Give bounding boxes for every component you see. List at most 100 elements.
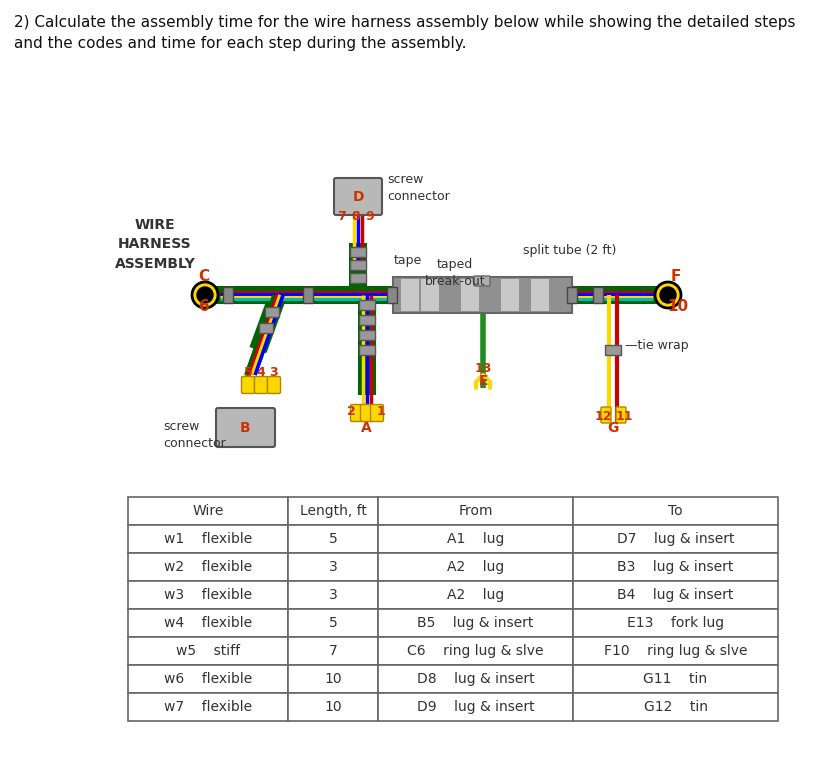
Text: w7    flexible: w7 flexible (164, 700, 252, 714)
Bar (288, 693, 378, 721)
Bar (573, 693, 778, 721)
FancyBboxPatch shape (255, 376, 268, 393)
Bar (128, 665, 288, 693)
Text: 5: 5 (329, 616, 337, 630)
Bar (378, 581, 573, 609)
Circle shape (197, 287, 213, 303)
Bar (387, 287, 397, 303)
FancyBboxPatch shape (216, 408, 275, 447)
Text: From: From (458, 504, 493, 518)
Bar (378, 693, 573, 721)
Bar (128, 497, 288, 525)
Text: Length, ft: Length, ft (300, 504, 366, 518)
Bar (501, 279, 519, 311)
Text: w5    stiff: w5 stiff (176, 644, 240, 658)
Bar (531, 279, 549, 311)
Text: C: C (199, 269, 210, 284)
Bar (573, 553, 778, 581)
Bar (573, 665, 778, 693)
Text: Wire: Wire (192, 504, 224, 518)
FancyBboxPatch shape (474, 276, 490, 286)
Bar (378, 525, 573, 553)
Bar (288, 665, 378, 693)
Text: screw
connector: screw connector (163, 420, 225, 450)
Bar (288, 525, 378, 553)
Text: 3: 3 (329, 560, 337, 574)
Bar (461, 279, 479, 311)
Bar (128, 693, 288, 721)
Text: 10: 10 (667, 299, 689, 314)
Bar (359, 330, 375, 340)
Bar (378, 637, 573, 665)
Text: B4    lug & insert: B4 lug & insert (617, 588, 734, 602)
FancyBboxPatch shape (616, 407, 626, 423)
Text: 7: 7 (329, 644, 337, 658)
Text: C6    ring lug & slve: C6 ring lug & slve (407, 644, 544, 658)
Bar (288, 581, 378, 609)
Text: D8    lug & insert: D8 lug & insert (417, 672, 534, 686)
FancyBboxPatch shape (268, 376, 280, 393)
Text: screw
connector: screw connector (387, 173, 450, 203)
Text: 9: 9 (366, 210, 374, 223)
Text: D9    lug & insert: D9 lug & insert (417, 700, 534, 714)
Text: G: G (607, 421, 619, 435)
Bar (359, 315, 375, 325)
Text: 6: 6 (199, 299, 210, 314)
Bar (350, 247, 366, 257)
Bar (421, 279, 439, 311)
Circle shape (192, 282, 218, 308)
Bar (378, 609, 573, 637)
Bar (259, 323, 273, 333)
Text: F10    ring lug & slve: F10 ring lug & slve (604, 644, 747, 658)
Bar (303, 287, 313, 303)
Text: A: A (360, 421, 371, 435)
Bar (359, 300, 375, 310)
Text: 4: 4 (256, 366, 265, 379)
Text: 10: 10 (324, 700, 342, 714)
Text: 5: 5 (329, 532, 337, 546)
Text: E: E (478, 374, 488, 388)
Text: D7    lug & insert: D7 lug & insert (617, 532, 735, 546)
Text: w2    flexible: w2 flexible (164, 560, 252, 574)
Text: 11: 11 (615, 410, 633, 423)
Text: A1    lug: A1 lug (447, 532, 504, 546)
FancyBboxPatch shape (360, 405, 374, 422)
Text: A2    lug: A2 lug (447, 560, 504, 574)
Text: G11    tin: G11 tin (643, 672, 707, 686)
Text: w6    flexible: w6 flexible (164, 672, 252, 686)
Text: 1: 1 (377, 405, 385, 418)
Text: 13: 13 (474, 362, 492, 375)
Text: E13    fork lug: E13 fork lug (627, 616, 724, 630)
Text: 8: 8 (352, 210, 360, 223)
Text: 10: 10 (324, 672, 342, 686)
Bar (128, 637, 288, 665)
Bar (593, 287, 603, 303)
Bar (573, 609, 778, 637)
Bar (393, 277, 572, 313)
Text: 2: 2 (347, 405, 355, 418)
Bar (573, 525, 778, 553)
Bar (223, 287, 233, 303)
Text: WIRE
HARNESS
ASSEMBLY: WIRE HARNESS ASSEMBLY (115, 218, 196, 271)
Circle shape (655, 282, 681, 308)
Bar (128, 553, 288, 581)
Bar (128, 581, 288, 609)
Bar (288, 609, 378, 637)
FancyBboxPatch shape (350, 405, 364, 422)
Text: 3: 3 (329, 588, 337, 602)
Circle shape (660, 287, 676, 303)
Text: To: To (668, 504, 683, 518)
Bar (350, 273, 366, 283)
Text: B: B (240, 421, 250, 435)
Text: D: D (352, 190, 364, 204)
Text: —tie wrap: —tie wrap (625, 339, 689, 352)
Bar (573, 581, 778, 609)
Bar (128, 525, 288, 553)
FancyBboxPatch shape (370, 405, 384, 422)
Bar (265, 307, 279, 317)
Bar (288, 497, 378, 525)
Bar (573, 497, 778, 525)
FancyBboxPatch shape (241, 376, 255, 393)
Text: B5    lug & insert: B5 lug & insert (418, 616, 533, 630)
Text: A2    lug: A2 lug (447, 588, 504, 602)
